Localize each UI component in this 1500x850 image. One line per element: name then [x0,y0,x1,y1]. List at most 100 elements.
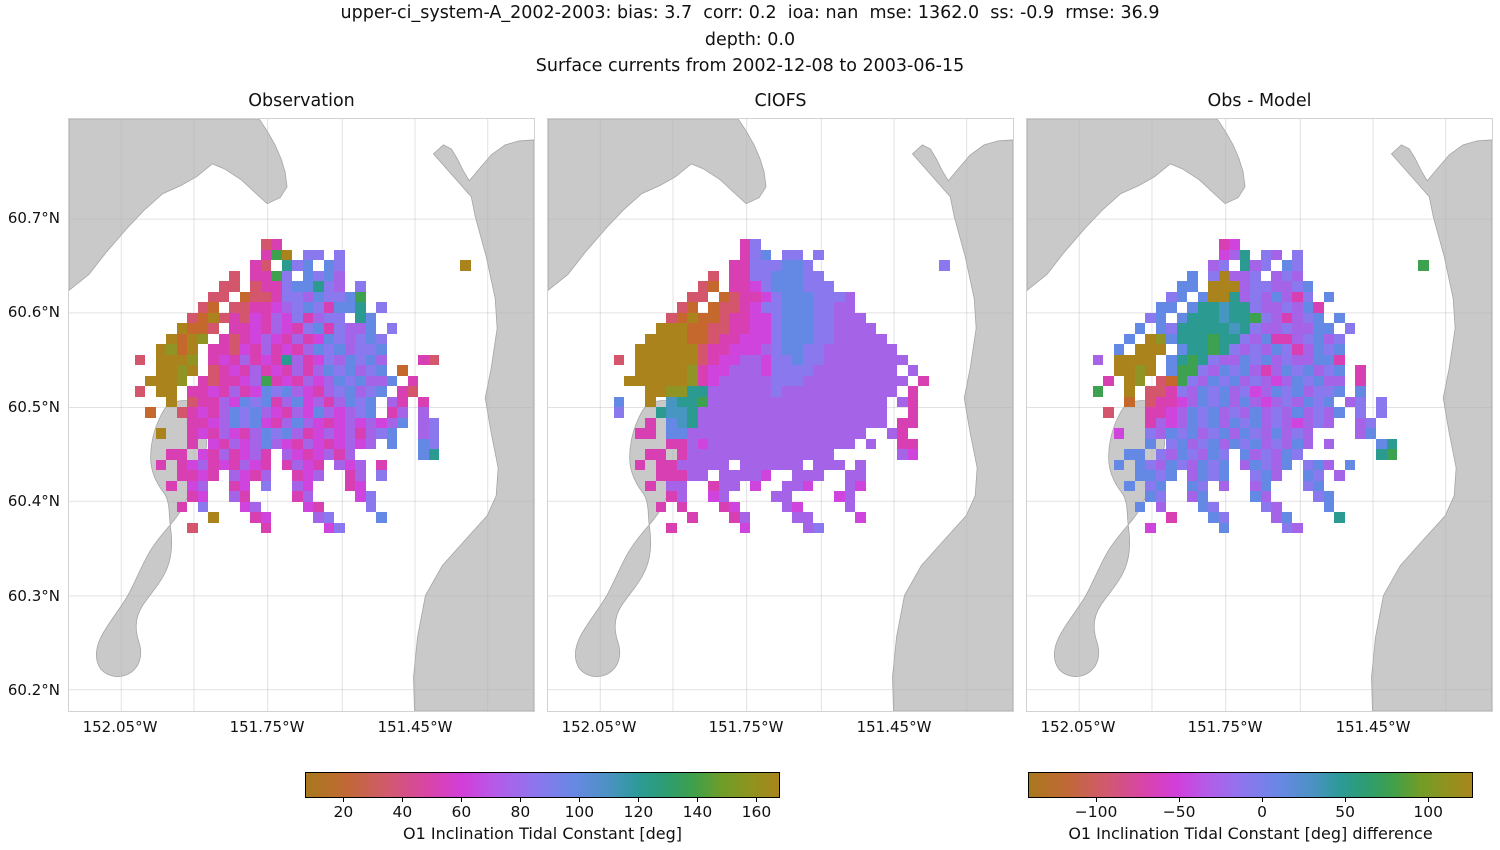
data-cell [250,344,261,355]
data-cell [344,449,356,460]
data-cell [218,438,230,450]
data-cell [1239,459,1251,471]
data-cell [750,365,761,376]
data-cell [1113,459,1125,471]
data-cell [897,354,908,366]
data-cell [1145,365,1156,376]
data-cell [834,396,845,408]
data-cell [718,344,730,355]
data-cell [676,501,688,513]
data-cell [1239,407,1251,418]
data-cell [1302,417,1314,429]
data-cell [718,449,730,460]
data-cell [1187,333,1198,345]
data-cell [260,344,272,355]
data-cell [1281,522,1293,534]
data-cell [697,291,709,303]
data-cell [718,480,730,492]
data-cell [355,459,366,471]
data-cell [750,312,761,324]
data-cell [1334,386,1345,397]
data-cell [897,428,908,439]
data-cell [1302,281,1314,292]
data-cell [166,333,177,345]
data-cell [1124,375,1135,387]
data-cell [855,428,866,439]
data-cell [865,396,877,408]
data-cell [792,270,803,282]
data-cell [1155,449,1167,460]
data-cell [676,312,688,324]
data-cell [813,333,824,345]
data-cell [292,312,303,324]
data-cell [313,386,324,397]
data-cell [1386,438,1398,450]
data-cell [428,354,440,366]
data-cell [1145,333,1156,345]
data-cell [1302,365,1314,376]
data-cell [134,354,146,366]
data-cell [218,386,230,397]
data-cell [1344,459,1356,471]
data-cell [687,438,698,450]
data-cell [1260,323,1272,334]
data-cell [1334,344,1345,355]
data-cell [781,438,793,450]
data-cell [229,323,240,334]
data-cell [771,270,782,282]
data-cell [708,438,719,450]
data-cell [844,480,856,492]
data-cell [229,396,240,408]
colorbar-tick-mark [579,798,581,802]
data-cell [1134,459,1146,471]
data-cell [239,291,251,303]
data-cell [1302,312,1314,324]
data-cell [260,459,272,471]
data-cell [1250,302,1261,313]
data-cell [1292,396,1303,408]
data-cell [886,386,898,397]
data-cell [176,375,188,387]
data-cell [687,312,698,324]
data-cell [155,386,167,397]
data-cell [886,354,898,366]
data-cell [666,365,677,376]
data-cell [634,428,646,439]
data-cell [1313,396,1324,408]
data-cell [292,323,303,334]
data-cell [771,449,782,460]
data-cell [250,428,261,439]
data-cell [1323,407,1335,418]
data-cell [407,375,419,387]
data-cell [1208,344,1219,355]
data-cell [1323,291,1335,303]
data-cell [1145,438,1156,450]
data-cell [1239,396,1251,408]
data-cell [1166,512,1177,523]
data-cell [302,386,314,397]
data-cell [1208,291,1219,303]
data-cell [897,417,908,429]
data-cell [302,449,314,460]
data-cell [802,291,814,303]
data-cell [1145,417,1156,429]
data-cell [739,333,751,345]
data-cell [229,365,240,376]
data-cell [250,438,261,450]
data-cell [834,365,845,376]
data-cell [739,239,751,250]
data-cell [1281,428,1293,439]
data-cell [1155,386,1167,397]
data-cell [1229,249,1240,261]
data-cell [323,375,335,387]
data-cell [760,333,772,345]
data-cell [1208,438,1219,450]
data-cell [313,459,324,471]
data-cell [218,354,230,366]
data-cell [771,281,782,292]
data-cell [1260,491,1272,502]
data-cell [365,333,377,345]
data-cell [676,354,688,366]
data-cell [302,333,314,345]
data-cell [271,365,282,376]
